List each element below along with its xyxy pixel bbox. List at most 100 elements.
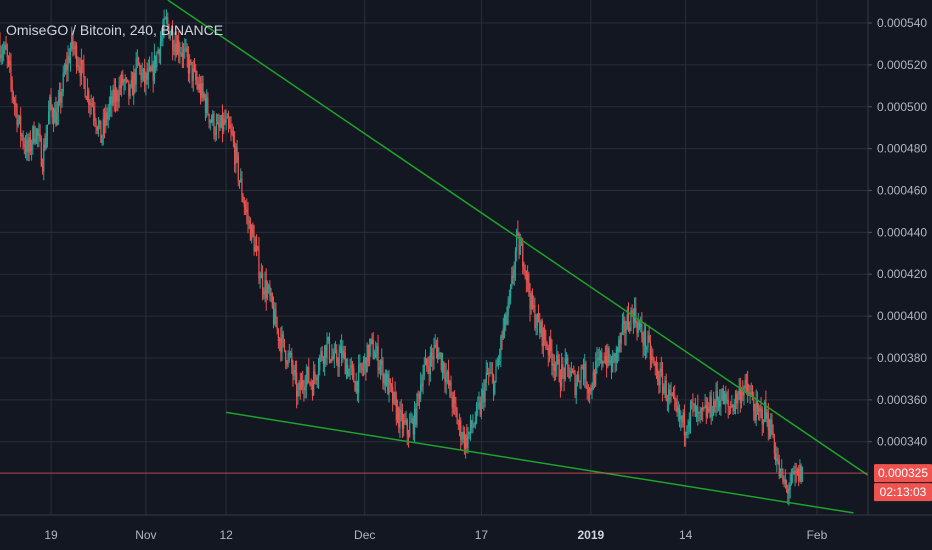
candle-up[interactable]: [161, 36, 163, 42]
candle-up[interactable]: [595, 361, 597, 386]
candle-down[interactable]: [454, 396, 456, 403]
candle-up[interactable]: [438, 353, 440, 360]
candle-down[interactable]: [7, 56, 10, 61]
candle-up[interactable]: [411, 418, 413, 422]
candle-up[interactable]: [792, 471, 794, 473]
candle-down[interactable]: [747, 382, 749, 392]
candle-up[interactable]: [633, 307, 636, 324]
candle-down[interactable]: [653, 359, 655, 363]
candle-up[interactable]: [458, 420, 461, 426]
candle-down[interactable]: [782, 468, 784, 482]
candle-down[interactable]: [694, 403, 696, 417]
candle-down[interactable]: [672, 395, 675, 397]
candle-up[interactable]: [18, 115, 21, 120]
candle-up[interactable]: [385, 373, 388, 386]
candle-up[interactable]: [613, 353, 615, 356]
candle-down[interactable]: [702, 407, 704, 410]
candle-down[interactable]: [299, 382, 301, 391]
candle-down[interactable]: [745, 379, 748, 383]
candle-up[interactable]: [706, 407, 709, 417]
candle-up[interactable]: [609, 360, 611, 363]
candle-down[interactable]: [567, 357, 569, 365]
candle-down[interactable]: [574, 372, 576, 395]
candle-down[interactable]: [778, 460, 780, 477]
candle-up[interactable]: [486, 372, 489, 374]
candle-up[interactable]: [511, 275, 513, 286]
candle-up[interactable]: [355, 381, 357, 392]
candle-up[interactable]: [484, 383, 486, 403]
candle-up[interactable]: [584, 363, 586, 379]
candle-up[interactable]: [151, 64, 153, 71]
candle-down[interactable]: [343, 350, 345, 353]
candle-down[interactable]: [322, 358, 324, 365]
candle-down[interactable]: [44, 144, 46, 149]
candle-down[interactable]: [100, 120, 102, 143]
candle-down[interactable]: [168, 24, 170, 39]
candle-down[interactable]: [761, 408, 763, 425]
candle-up[interactable]: [495, 366, 497, 381]
candle-down[interactable]: [50, 96, 52, 107]
candle-down[interactable]: [203, 93, 205, 99]
candle-down[interactable]: [457, 423, 459, 426]
candle-down[interactable]: [40, 138, 42, 167]
candle-up[interactable]: [552, 363, 554, 366]
candle-down[interactable]: [229, 124, 231, 129]
candle-down[interactable]: [127, 79, 129, 81]
candle-down[interactable]: [466, 435, 468, 448]
candle-up[interactable]: [449, 381, 451, 386]
candle-down[interactable]: [394, 392, 396, 398]
candle-up[interactable]: [86, 90, 89, 100]
candle-down[interactable]: [261, 273, 264, 291]
candle-down[interactable]: [68, 56, 70, 62]
candle-down[interactable]: [601, 352, 603, 364]
candle-up[interactable]: [323, 345, 326, 365]
candle-down[interactable]: [231, 130, 233, 134]
candle-up[interactable]: [90, 103, 92, 105]
candle-up[interactable]: [254, 245, 256, 252]
candle-up[interactable]: [162, 30, 164, 37]
candle-down[interactable]: [400, 409, 402, 413]
candle-up[interactable]: [201, 82, 203, 98]
candle-down[interactable]: [631, 310, 633, 314]
candle-up[interactable]: [520, 243, 523, 246]
candle-up[interactable]: [105, 112, 107, 127]
candle-up[interactable]: [502, 328, 504, 339]
candle-up[interactable]: [316, 377, 318, 380]
candle-down[interactable]: [234, 141, 236, 165]
candle-down[interactable]: [730, 407, 732, 409]
candle-up[interactable]: [198, 83, 200, 90]
candle-up[interactable]: [339, 346, 341, 354]
candle-up[interactable]: [764, 402, 766, 422]
candle-up[interactable]: [65, 64, 67, 73]
candle-down[interactable]: [12, 92, 14, 101]
candle-up[interactable]: [468, 431, 470, 434]
candle-up[interactable]: [403, 420, 405, 429]
candle-up[interactable]: [174, 43, 176, 52]
candle-up[interactable]: [169, 35, 171, 39]
candle-up[interactable]: [794, 470, 796, 474]
candle-down[interactable]: [550, 337, 552, 351]
candle-down[interactable]: [767, 412, 769, 431]
candle-up[interactable]: [685, 432, 687, 436]
candle-up[interactable]: [220, 115, 222, 128]
candle-down[interactable]: [302, 380, 304, 387]
candle-up[interactable]: [738, 388, 740, 395]
candle-down[interactable]: [629, 327, 631, 331]
candle-up[interactable]: [744, 379, 746, 388]
candle-up[interactable]: [494, 380, 496, 394]
candle-up[interactable]: [35, 129, 38, 139]
candle-up[interactable]: [393, 392, 395, 404]
candle-down[interactable]: [277, 329, 279, 341]
candle-down[interactable]: [230, 128, 232, 131]
candle-up[interactable]: [717, 401, 720, 403]
candle-up[interactable]: [576, 374, 579, 384]
candle-down[interactable]: [451, 397, 453, 408]
candle-up[interactable]: [570, 370, 572, 377]
candle-up[interactable]: [664, 380, 666, 388]
candle-down[interactable]: [140, 67, 142, 80]
candle-down[interactable]: [443, 361, 445, 374]
candle-up[interactable]: [668, 389, 670, 402]
candle-down[interactable]: [676, 405, 678, 413]
candle-up[interactable]: [209, 120, 211, 123]
candle-down[interactable]: [193, 68, 196, 70]
